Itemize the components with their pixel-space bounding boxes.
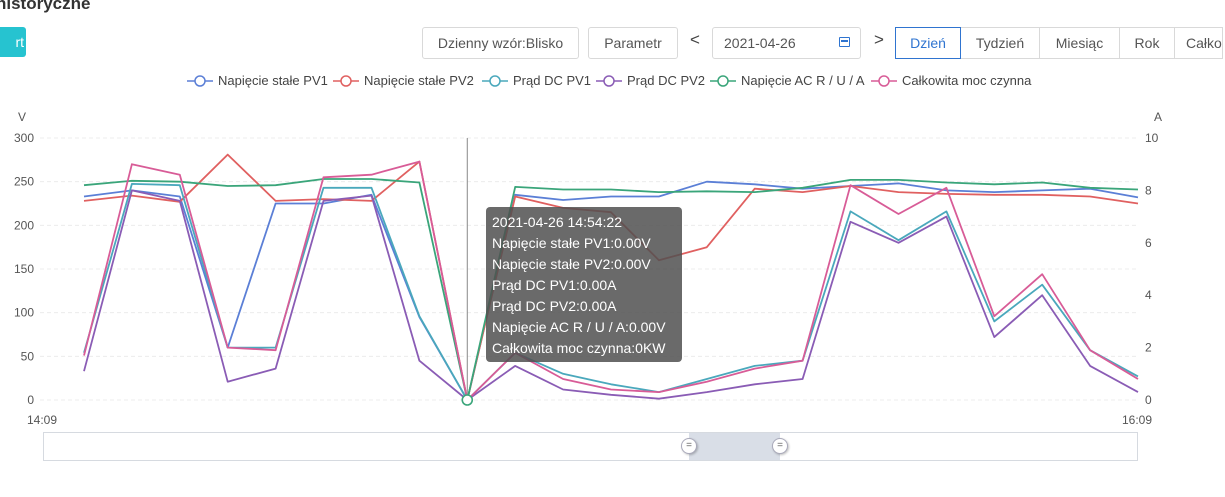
tooltip-line: Całkowita moc czynna:0KW (492, 340, 666, 356)
period-day-tab[interactable]: Dzień (895, 27, 961, 59)
y-left-tick-label: 150 (14, 262, 34, 276)
legend-label: Prąd DC PV2 (627, 73, 706, 88)
legend-marker-icon (482, 75, 508, 87)
legend-label: Napięcie stałe PV1 (218, 73, 328, 88)
y-right-tick-label: 8 (1145, 183, 1152, 197)
chart-legend: Napięcie stałe PV1 Napięcie stałe PV2 Prąd… (0, 72, 1225, 90)
legend-label: Napięcie AC R / U / A (741, 73, 865, 88)
y-right-tick-label: 0 (1145, 393, 1152, 407)
tooltip-line: Prąd DC PV1:0.00A (492, 277, 617, 293)
x-tick-label: 16:09 (1122, 413, 1152, 427)
period-year-tab[interactable]: Rok (1119, 27, 1175, 59)
y-right-tick-label: 4 (1145, 288, 1152, 302)
y-left-tick-label: 100 (14, 306, 34, 320)
zoom-slider[interactable]: = = (43, 432, 1138, 461)
next-day-button[interactable]: > (874, 30, 884, 49)
tooltip-line: Prąd DC PV2:0.00A (492, 298, 617, 314)
parameter-button[interactable]: Parametr (588, 27, 678, 59)
date-input[interactable]: 2021-04-26 (712, 27, 861, 59)
date-value: 2021-04-26 (724, 35, 796, 51)
series-line-3 (83, 189, 1139, 401)
legend-marker-icon (596, 75, 622, 87)
period-total-tab[interactable]: Całko (1174, 27, 1223, 59)
calendar-icon[interactable] (839, 37, 850, 47)
daily-pattern-button[interactable]: Dzienny wzór:Blisko (422, 27, 579, 59)
prev-day-button[interactable]: < (690, 30, 700, 49)
x-tick-label: 14:09 (27, 413, 57, 427)
legend-marker-icon (187, 75, 213, 87)
series-line-0 (83, 180, 1139, 401)
y-right-axis-label: A (1154, 110, 1162, 124)
crosshair-point (461, 394, 474, 406)
y-left-tick-label: 50 (21, 349, 35, 363)
legend-label: Napięcie stałe PV2 (364, 73, 474, 88)
tooltip-timestamp: 2021-04-26 14:54:22 (492, 214, 622, 230)
legend-marker-icon (333, 75, 359, 87)
series-line-2 (83, 182, 1139, 401)
zoom-handle-right[interactable]: = (772, 438, 788, 454)
zoom-selection[interactable] (689, 433, 780, 460)
series-line-5 (83, 160, 1139, 401)
legend-label: Całkowita moc czynna (902, 73, 1032, 88)
tooltip-line: Napięcie AC R / U / A:0.00V (492, 319, 666, 335)
y-right-tick-label: 6 (1145, 236, 1152, 250)
chart-tooltip: 2021-04-26 14:54:22 Napięcie stałe PV1:0.… (486, 207, 682, 362)
page-title: historyczne (0, 0, 91, 13)
legend-label: Prąd DC PV1 (513, 73, 592, 88)
period-week-tab[interactable]: Tydzień (960, 27, 1040, 59)
tooltip-line: Napięcie stałe PV1:0.00V (492, 235, 651, 251)
y-left-tick-label: 200 (14, 218, 34, 232)
y-right-tick-label: 10 (1145, 131, 1159, 145)
export-button[interactable]: rt (0, 27, 26, 57)
y-left-axis-label: V (18, 110, 26, 124)
zoom-handle-left[interactable]: = (681, 438, 697, 454)
y-left-tick-label: 250 (14, 175, 34, 189)
legend-marker-icon (871, 75, 897, 87)
y-right-tick-label: 2 (1145, 341, 1152, 355)
tooltip-line: Napięcie stałe PV2:0.00V (492, 256, 651, 272)
period-selector: Dzień Tydzień Miesiąc Rok Całko (895, 27, 1223, 59)
series-line-4 (83, 178, 1139, 401)
y-left-tick-label: 300 (14, 131, 34, 145)
legend-marker-icon (710, 75, 736, 87)
y-left-tick-label: 0 (27, 393, 34, 407)
